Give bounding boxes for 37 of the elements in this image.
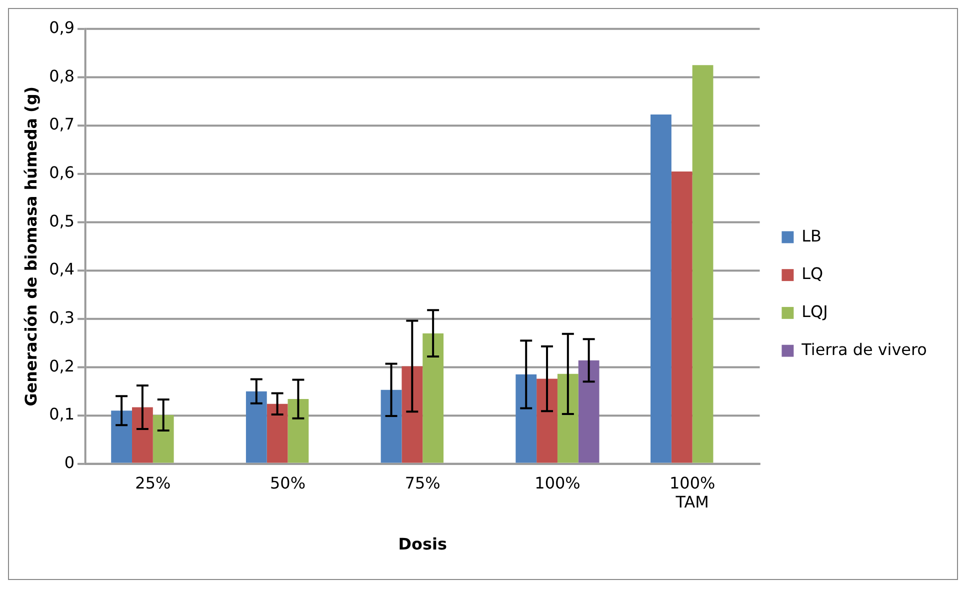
bar [288, 399, 309, 463]
bar [152, 415, 174, 463]
bar [516, 374, 537, 463]
x-tick-label: 50% [270, 473, 306, 492]
bar [650, 114, 672, 463]
bar [402, 366, 423, 463]
y-tick-label: 0,4 [49, 260, 75, 279]
bar [132, 407, 153, 463]
bar [578, 360, 600, 463]
x-tick-label: 100% TAM [670, 473, 716, 512]
bar [671, 171, 692, 463]
y-tick-label: 0,1 [49, 404, 75, 424]
bar [266, 404, 288, 463]
y-tick-label: 0,7 [49, 114, 75, 134]
y-tick-label: 0,8 [49, 66, 75, 86]
legend-label: LB [802, 226, 822, 246]
x-tick-label: 25% [135, 473, 171, 492]
y-tick-label: 0,3 [49, 308, 75, 327]
legend-label: Tierra de vivero [800, 340, 927, 359]
x-tick-label: 75% [404, 473, 440, 492]
bar [422, 333, 444, 463]
bar [692, 65, 714, 463]
y-tick-label: 0 [64, 452, 75, 472]
legend-label: LQ [802, 264, 824, 284]
bar [246, 391, 267, 463]
x-axis-title: Dosis [398, 534, 447, 554]
y-tick-label: 0,2 [49, 356, 75, 376]
x-tick-label: 100% [534, 473, 580, 492]
bar [557, 374, 578, 463]
legend-label: LQJ [802, 302, 828, 322]
y-tick-label: 0,5 [49, 211, 75, 230]
bar [536, 378, 558, 463]
y-axis-title: Generación de biomasa húmeda (g) [22, 86, 41, 406]
bar [380, 390, 402, 463]
bar [111, 410, 132, 463]
y-tick-label: 0,6 [49, 163, 75, 182]
y-tick-label: 0,9 [49, 18, 75, 38]
